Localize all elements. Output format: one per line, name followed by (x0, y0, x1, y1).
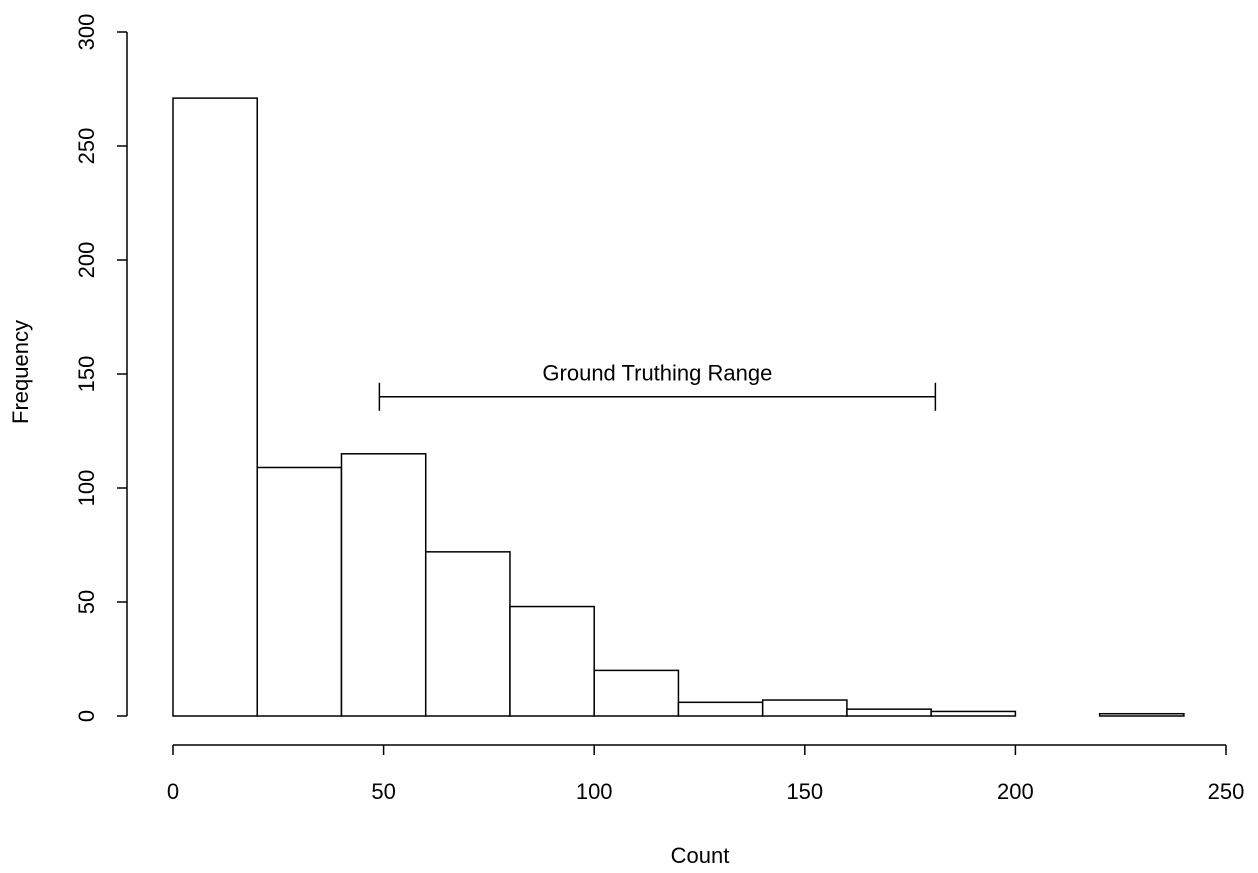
annotation-text: Ground Truthing Range (542, 361, 772, 386)
bar (846, 708, 932, 717)
x-tick-label: 100 (576, 779, 613, 804)
y-tick-label: 150 (74, 356, 99, 393)
x-tick-label: 250 (1208, 779, 1245, 804)
y-tick-label: 300 (74, 14, 99, 51)
bar (172, 97, 258, 717)
bar (256, 466, 343, 717)
bar (340, 453, 427, 717)
x-tick-label: 200 (997, 779, 1034, 804)
bar (761, 699, 848, 717)
bar (930, 710, 1017, 717)
y-axis-label: Frequency (8, 320, 33, 424)
bar (424, 551, 511, 717)
y-tick-label: 0 (74, 710, 99, 722)
y-tick-label: 200 (74, 242, 99, 279)
y-tick-label: 100 (74, 470, 99, 507)
bar (509, 605, 595, 717)
bar (677, 701, 764, 717)
bar (593, 669, 680, 717)
x-tick-label: 50 (371, 779, 395, 804)
y-tick-label: 50 (74, 590, 99, 614)
y-tick-label: 250 (74, 128, 99, 165)
x-tick-label: 0 (167, 779, 179, 804)
x-axis-label: Count (671, 843, 730, 868)
x-tick-label: 150 (786, 779, 823, 804)
bar (1098, 712, 1185, 717)
